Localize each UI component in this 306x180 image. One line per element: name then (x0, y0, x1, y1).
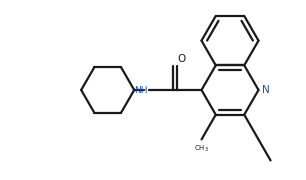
Text: O: O (177, 54, 185, 64)
Text: CH$_3$: CH$_3$ (194, 143, 209, 154)
Text: N: N (263, 85, 270, 95)
Text: NH: NH (134, 86, 148, 94)
